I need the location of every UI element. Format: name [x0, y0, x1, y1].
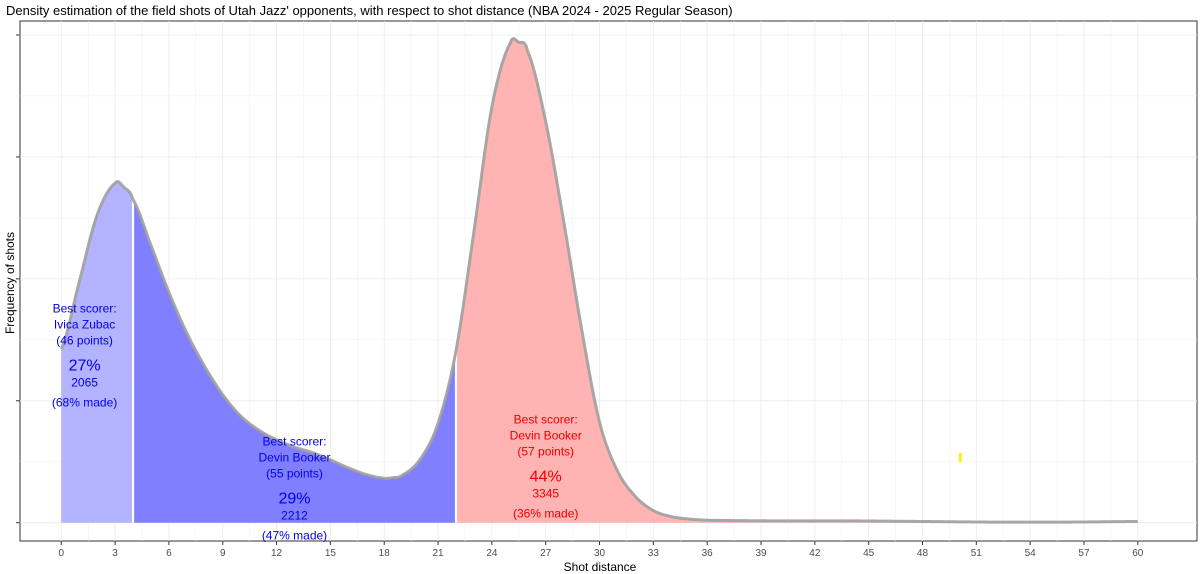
x-tick-label: 9	[220, 548, 226, 559]
x-tick-label: 21	[432, 548, 444, 559]
x-tick-label: 36	[702, 548, 714, 559]
x-tick-label: 12	[271, 548, 283, 559]
x-tick-label: 48	[917, 548, 929, 559]
best-scorer-points: (46 points)	[56, 333, 113, 347]
x-tick-label: 15	[325, 548, 337, 559]
zone-annotation-1: Best scorer: Ivica Zubac (46 points) 27%206…	[52, 301, 117, 409]
x-tick-label: 39	[755, 548, 767, 559]
chart-title: Density estimation of the field shots of…	[6, 3, 733, 18]
x-tick-label: 54	[1025, 548, 1037, 559]
zone-shot-count: 2065	[71, 375, 98, 389]
zone-made-percent: (47% made)	[262, 528, 327, 542]
best-scorer-heading: Best scorer:	[53, 301, 117, 315]
x-tick-label: 3	[112, 548, 118, 559]
zone-made-percent: (68% made)	[52, 395, 117, 409]
x-tick-label: 0	[58, 548, 64, 559]
zone-percent: 27%	[69, 357, 101, 374]
density-zone-2	[133, 199, 456, 523]
yellow-marker	[958, 453, 962, 463]
x-tick-label: 6	[166, 548, 172, 559]
zone-made-percent: (36% made)	[513, 506, 578, 520]
y-axis-label: Frequency of shots	[3, 231, 17, 335]
x-axis-label: Shot distance	[563, 560, 637, 574]
best-scorer-points: (55 points)	[266, 466, 323, 480]
x-tick-label: 24	[486, 548, 498, 559]
zone-shot-count: 2212	[281, 508, 308, 522]
best-scorer-heading: Best scorer:	[262, 434, 326, 448]
x-tick-label: 57	[1078, 548, 1090, 559]
x-tick-label: 45	[863, 548, 875, 559]
x-tick-label: 60	[1132, 548, 1144, 559]
x-tick-label: 33	[648, 548, 660, 559]
density-zone-1	[61, 181, 134, 523]
best-scorer-heading: Best scorer:	[514, 412, 578, 426]
best-scorer-name: Devin Booker	[510, 428, 582, 442]
x-tick-label: 51	[971, 548, 983, 559]
x-tick-label: 18	[379, 548, 391, 559]
zone-shot-count: 3345	[532, 486, 559, 500]
zone-annotation-3: Best scorer: Devin Booker (57 points) 44%33…	[510, 412, 582, 520]
density-zone-3	[455, 38, 1138, 523]
density-curve	[59, 37, 1138, 524]
zone-percent: 44%	[530, 468, 562, 485]
best-scorer-name: Devin Booker	[258, 450, 330, 464]
best-scorer-name: Ivica Zubac	[54, 317, 115, 331]
best-scorer-points: (57 points)	[517, 444, 574, 458]
x-tick-label: 30	[594, 548, 606, 559]
x-tick-label: 27	[540, 548, 552, 559]
zone-annotation-2: Best scorer: Devin Booker (55 points) 29%22…	[258, 434, 330, 542]
x-tick-label: 42	[809, 548, 821, 559]
zone-percent: 29%	[278, 490, 310, 507]
